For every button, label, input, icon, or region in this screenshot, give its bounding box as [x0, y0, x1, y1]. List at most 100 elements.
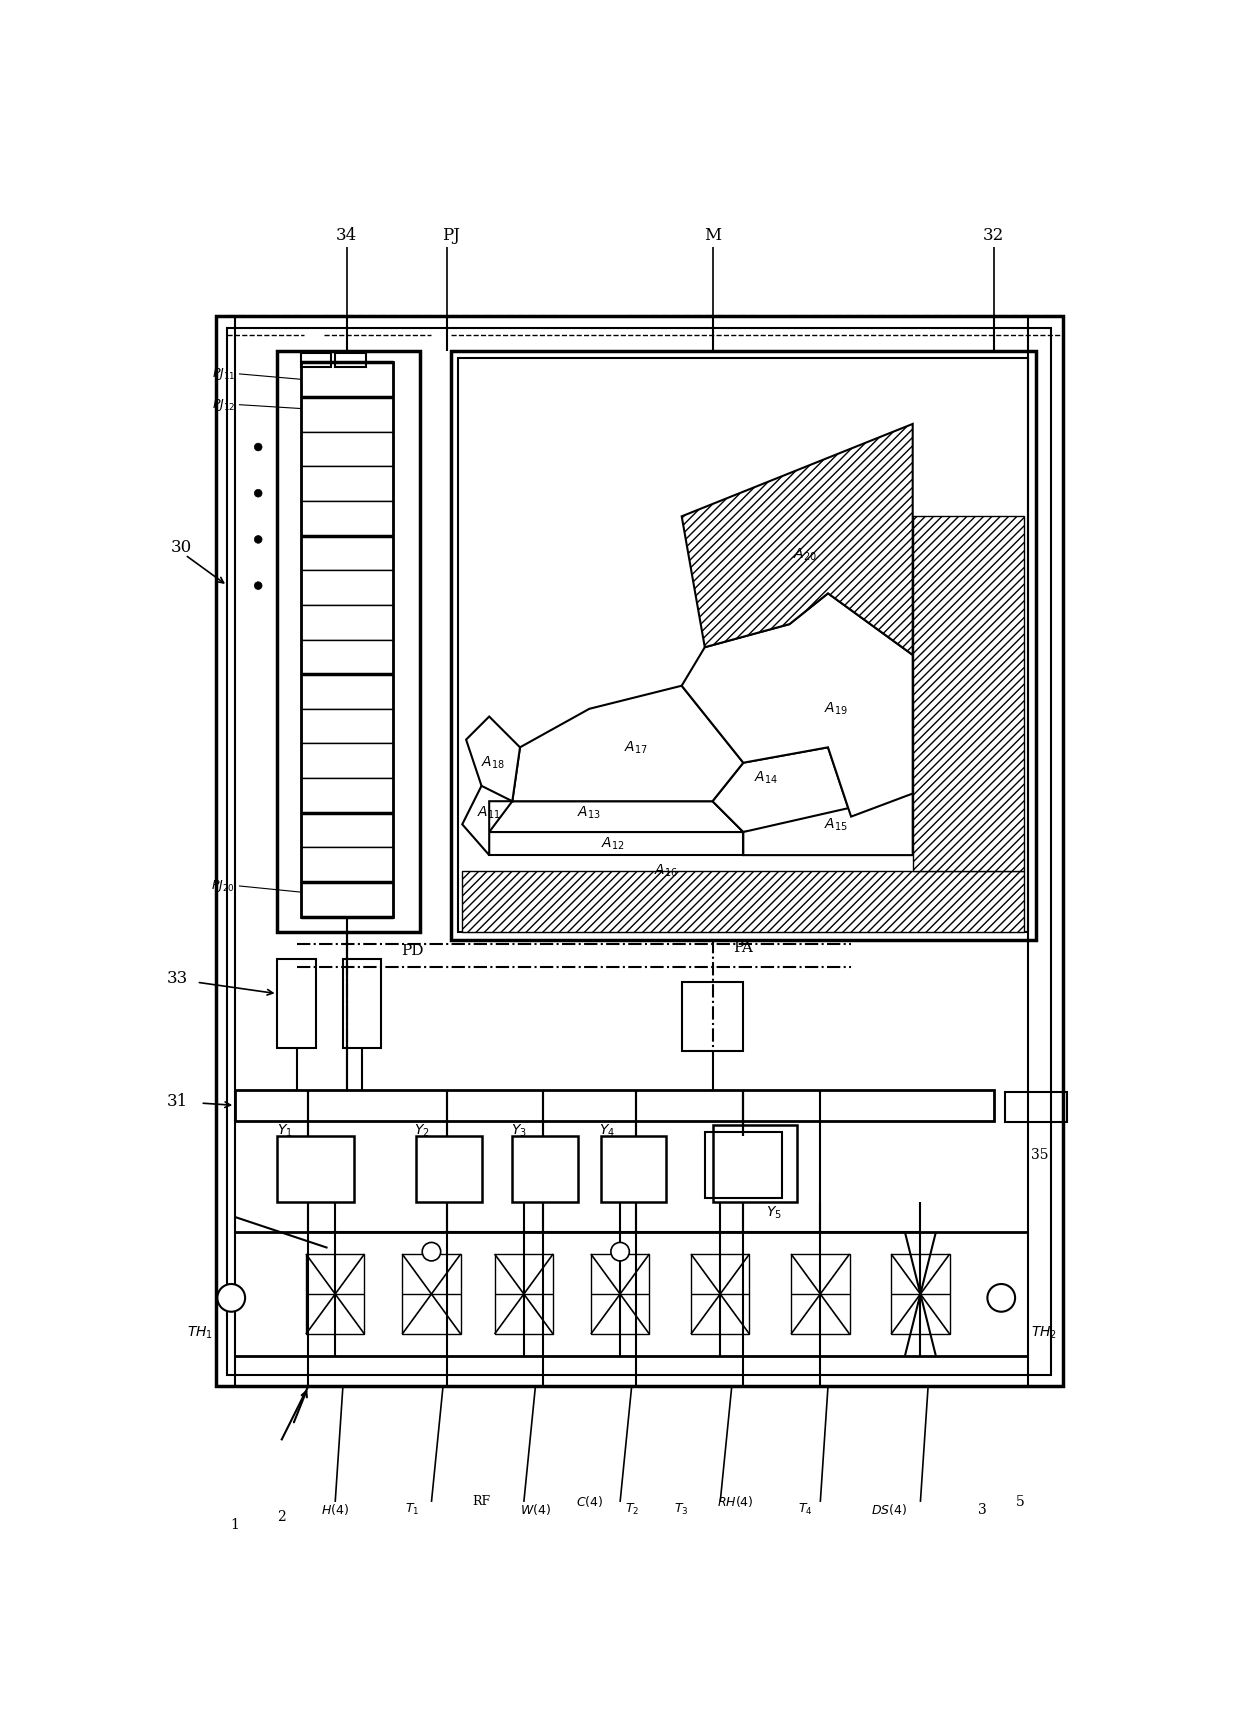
Bar [450, 351, 1035, 939]
Bar [682, 983, 743, 1052]
Bar [236, 1090, 993, 1121]
Text: $Y_2$: $Y_2$ [414, 1123, 430, 1139]
Text: 1: 1 [231, 1517, 239, 1531]
Bar [300, 674, 393, 708]
Polygon shape [682, 594, 913, 816]
Bar [512, 1135, 578, 1201]
Text: $TH_1$: $TH_1$ [187, 1325, 213, 1340]
Bar [300, 363, 393, 917]
Bar [300, 743, 393, 778]
Bar [402, 1253, 461, 1333]
Text: $RH(4)$: $RH(4)$ [717, 1495, 754, 1509]
Bar [300, 569, 393, 604]
Polygon shape [743, 793, 913, 856]
Bar [278, 351, 420, 932]
Bar [892, 1253, 950, 1333]
Text: $A_{15}$: $A_{15}$ [823, 816, 848, 833]
Bar [300, 639, 393, 674]
Text: $T_1$: $T_1$ [405, 1502, 419, 1517]
Circle shape [254, 582, 262, 590]
Circle shape [217, 1285, 246, 1312]
Bar [300, 847, 393, 882]
Text: $W(4)$: $W(4)$ [520, 1502, 551, 1517]
Circle shape [422, 1243, 440, 1260]
Bar [300, 363, 393, 398]
Text: $A_{18}$: $A_{18}$ [481, 755, 505, 771]
Bar [227, 328, 1052, 1375]
Text: $H(4)$: $H(4)$ [321, 1502, 350, 1517]
Polygon shape [490, 832, 743, 856]
Bar [278, 958, 316, 1047]
Text: PJ: PJ [441, 227, 460, 243]
Circle shape [987, 1285, 1016, 1312]
Text: $C(4)$: $C(4)$ [575, 1495, 603, 1509]
Bar [300, 536, 393, 569]
Text: 35: 35 [1030, 1149, 1049, 1163]
Bar [1006, 1092, 1066, 1121]
Text: $PJ_{20}$: $PJ_{20}$ [211, 878, 236, 894]
Text: PA: PA [733, 941, 753, 955]
Bar [335, 352, 366, 366]
Text: 31: 31 [166, 1094, 188, 1109]
Bar [791, 1253, 849, 1333]
Circle shape [611, 1243, 630, 1260]
Circle shape [254, 443, 262, 451]
Polygon shape [682, 424, 913, 654]
Bar [704, 1132, 781, 1198]
Bar [300, 812, 393, 847]
Text: $TH_2$: $TH_2$ [1030, 1325, 1056, 1340]
Bar [216, 316, 1063, 1387]
Text: $A_{16}$: $A_{16}$ [655, 863, 678, 878]
Text: $A_{11}$: $A_{11}$ [477, 804, 501, 821]
Text: $Y_5$: $Y_5$ [766, 1205, 782, 1222]
Text: 3: 3 [977, 1503, 986, 1517]
Text: $A_{12}$: $A_{12}$ [600, 835, 624, 852]
Bar [300, 467, 393, 502]
Bar [300, 398, 393, 432]
Polygon shape [463, 771, 512, 856]
Text: 34: 34 [336, 227, 357, 243]
Circle shape [254, 536, 262, 543]
Polygon shape [913, 516, 1024, 870]
Polygon shape [463, 870, 1024, 932]
Bar [590, 1253, 650, 1333]
Text: $A_{20}$: $A_{20}$ [792, 547, 817, 562]
Text: $PJ_{12}$: $PJ_{12}$ [212, 396, 236, 413]
Text: 32: 32 [983, 227, 1004, 243]
Polygon shape [490, 802, 743, 832]
Bar [601, 1135, 666, 1201]
Bar [417, 1135, 481, 1201]
Text: $T_4$: $T_4$ [797, 1502, 812, 1517]
Bar [300, 352, 331, 366]
Bar [713, 1125, 797, 1201]
Polygon shape [512, 686, 743, 802]
Text: 2: 2 [277, 1510, 285, 1524]
Circle shape [254, 490, 262, 496]
Text: $Y_1$: $Y_1$ [278, 1123, 293, 1139]
Bar [300, 708, 393, 743]
Bar [306, 1253, 365, 1333]
Bar [300, 604, 393, 639]
Polygon shape [466, 717, 520, 802]
Bar [300, 882, 393, 917]
Text: 33: 33 [166, 970, 188, 986]
Text: $T_3$: $T_3$ [675, 1502, 689, 1517]
Text: 5: 5 [1016, 1495, 1025, 1509]
Bar [300, 432, 393, 467]
Text: $Y_3$: $Y_3$ [511, 1123, 527, 1139]
Bar [495, 1253, 553, 1333]
Bar [459, 358, 1028, 932]
Text: $A_{14}$: $A_{14}$ [754, 771, 779, 786]
Text: RF: RF [472, 1495, 491, 1509]
Text: $A_{17}$: $A_{17}$ [624, 740, 647, 755]
Polygon shape [713, 746, 851, 832]
Text: $A_{13}$: $A_{13}$ [578, 804, 601, 821]
Bar [300, 502, 393, 536]
Text: M: M [704, 227, 722, 243]
Bar [300, 778, 393, 812]
Text: $DS(4)$: $DS(4)$ [872, 1502, 908, 1517]
Text: $Y_4$: $Y_4$ [599, 1123, 615, 1139]
Bar [691, 1253, 749, 1333]
Bar [343, 958, 382, 1047]
Text: $T_2$: $T_2$ [625, 1502, 639, 1517]
